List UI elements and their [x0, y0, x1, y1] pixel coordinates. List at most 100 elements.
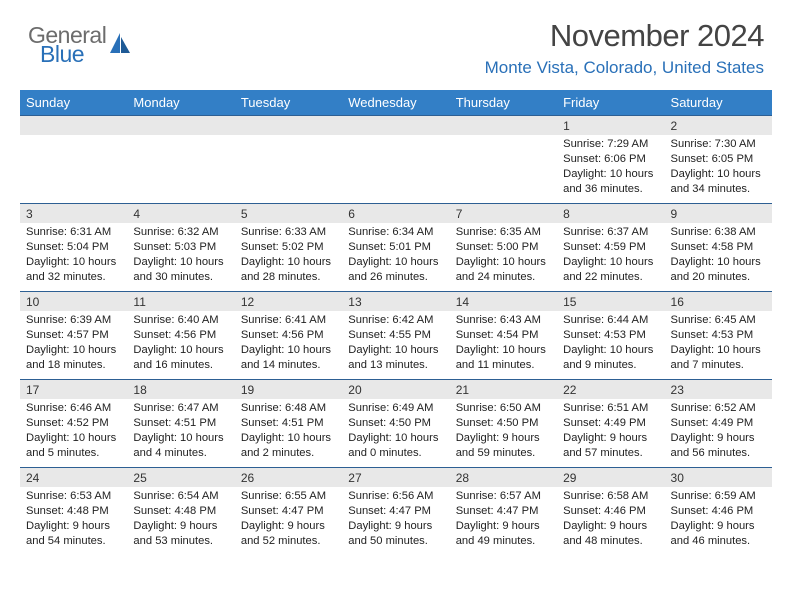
sunrise-text: Sunrise: 6:54 AM: [133, 489, 228, 504]
title-block: November 2024 Monte Vista, Colorado, Uni…: [485, 18, 764, 78]
daylight-line2: and 32 minutes.: [26, 270, 121, 285]
day-header: Friday: [557, 90, 664, 115]
sunset-text: Sunset: 4:49 PM: [563, 416, 658, 431]
sunrise-text: Sunrise: 6:32 AM: [133, 225, 228, 240]
calendar-cell: 5Sunrise: 6:33 AMSunset: 5:02 PMDaylight…: [235, 203, 342, 291]
calendar-week: 17Sunrise: 6:46 AMSunset: 4:52 PMDayligh…: [20, 379, 772, 467]
daylight-line2: and 14 minutes.: [241, 358, 336, 373]
header: General Blue November 2024 Monte Vista, …: [0, 0, 792, 80]
day-number: 2: [665, 115, 772, 135]
day-header: Tuesday: [235, 90, 342, 115]
calendar-week: 1Sunrise: 7:29 AMSunset: 6:06 PMDaylight…: [20, 115, 772, 203]
calendar-cell: 7Sunrise: 6:35 AMSunset: 5:00 PMDaylight…: [450, 203, 557, 291]
sunrise-text: Sunrise: 6:41 AM: [241, 313, 336, 328]
day-details: Sunrise: 6:58 AMSunset: 4:46 PMDaylight:…: [557, 487, 664, 553]
sail-icon: [108, 31, 132, 62]
day-number: 10: [20, 291, 127, 311]
sunrise-text: Sunrise: 6:55 AM: [241, 489, 336, 504]
sunrise-text: Sunrise: 6:38 AM: [671, 225, 766, 240]
day-details: Sunrise: 6:42 AMSunset: 4:55 PMDaylight:…: [342, 311, 449, 377]
daylight-line1: Daylight: 10 hours: [26, 255, 121, 270]
sunrise-text: Sunrise: 6:59 AM: [671, 489, 766, 504]
day-number: 11: [127, 291, 234, 311]
daylight-line1: Daylight: 10 hours: [456, 343, 551, 358]
sunrise-text: Sunrise: 6:58 AM: [563, 489, 658, 504]
day-details: Sunrise: 6:51 AMSunset: 4:49 PMDaylight:…: [557, 399, 664, 465]
sunset-text: Sunset: 5:04 PM: [26, 240, 121, 255]
day-details: Sunrise: 6:55 AMSunset: 4:47 PMDaylight:…: [235, 487, 342, 553]
day-details: Sunrise: 6:52 AMSunset: 4:49 PMDaylight:…: [665, 399, 772, 465]
sunset-text: Sunset: 4:53 PM: [671, 328, 766, 343]
daylight-line1: Daylight: 10 hours: [671, 167, 766, 182]
day-number: 30: [665, 467, 772, 487]
calendar-cell: [20, 115, 127, 203]
calendar-cell: 22Sunrise: 6:51 AMSunset: 4:49 PMDayligh…: [557, 379, 664, 467]
daylight-line1: Daylight: 9 hours: [671, 431, 766, 446]
day-number: [20, 115, 127, 135]
sunrise-text: Sunrise: 6:44 AM: [563, 313, 658, 328]
daylight-line1: Daylight: 10 hours: [133, 431, 228, 446]
day-details: Sunrise: 6:46 AMSunset: 4:52 PMDaylight:…: [20, 399, 127, 465]
day-number: 9: [665, 203, 772, 223]
day-details: Sunrise: 6:35 AMSunset: 5:00 PMDaylight:…: [450, 223, 557, 289]
daylight-line2: and 56 minutes.: [671, 446, 766, 461]
day-details: Sunrise: 6:48 AMSunset: 4:51 PMDaylight:…: [235, 399, 342, 465]
day-details: Sunrise: 6:45 AMSunset: 4:53 PMDaylight:…: [665, 311, 772, 377]
sunset-text: Sunset: 4:47 PM: [456, 504, 551, 519]
calendar-cell: 6Sunrise: 6:34 AMSunset: 5:01 PMDaylight…: [342, 203, 449, 291]
sunset-text: Sunset: 4:54 PM: [456, 328, 551, 343]
daylight-line2: and 54 minutes.: [26, 534, 121, 549]
calendar-cell: 3Sunrise: 6:31 AMSunset: 5:04 PMDaylight…: [20, 203, 127, 291]
sunrise-text: Sunrise: 6:34 AM: [348, 225, 443, 240]
calendar-cell: 24Sunrise: 6:53 AMSunset: 4:48 PMDayligh…: [20, 467, 127, 555]
day-number: 26: [235, 467, 342, 487]
daylight-line1: Daylight: 9 hours: [456, 431, 551, 446]
day-number: 27: [342, 467, 449, 487]
sunrise-text: Sunrise: 7:30 AM: [671, 137, 766, 152]
sunrise-text: Sunrise: 6:35 AM: [456, 225, 551, 240]
logo-text: General Blue: [28, 24, 106, 66]
day-number: 29: [557, 467, 664, 487]
daylight-line1: Daylight: 9 hours: [563, 431, 658, 446]
daylight-line1: Daylight: 10 hours: [563, 167, 658, 182]
location-subtitle: Monte Vista, Colorado, United States: [485, 58, 764, 78]
day-header: Wednesday: [342, 90, 449, 115]
daylight-line1: Daylight: 10 hours: [456, 255, 551, 270]
sunset-text: Sunset: 4:51 PM: [133, 416, 228, 431]
sunrise-text: Sunrise: 6:49 AM: [348, 401, 443, 416]
day-number: 14: [450, 291, 557, 311]
calendar-cell: [342, 115, 449, 203]
sunrise-text: Sunrise: 6:39 AM: [26, 313, 121, 328]
day-number: 5: [235, 203, 342, 223]
calendar-cell: 25Sunrise: 6:54 AMSunset: 4:48 PMDayligh…: [127, 467, 234, 555]
day-details: Sunrise: 6:32 AMSunset: 5:03 PMDaylight:…: [127, 223, 234, 289]
daylight-line1: Daylight: 10 hours: [26, 431, 121, 446]
calendar-cell: 2Sunrise: 7:30 AMSunset: 6:05 PMDaylight…: [665, 115, 772, 203]
calendar-week: 24Sunrise: 6:53 AMSunset: 4:48 PMDayligh…: [20, 467, 772, 555]
daylight-line2: and 18 minutes.: [26, 358, 121, 373]
day-number: 24: [20, 467, 127, 487]
month-title: November 2024: [485, 18, 764, 54]
sunset-text: Sunset: 4:51 PM: [241, 416, 336, 431]
sunset-text: Sunset: 4:46 PM: [563, 504, 658, 519]
daylight-line2: and 59 minutes.: [456, 446, 551, 461]
daylight-line2: and 52 minutes.: [241, 534, 336, 549]
day-details: Sunrise: 6:43 AMSunset: 4:54 PMDaylight:…: [450, 311, 557, 377]
calendar-cell: 17Sunrise: 6:46 AMSunset: 4:52 PMDayligh…: [20, 379, 127, 467]
sunset-text: Sunset: 4:47 PM: [241, 504, 336, 519]
sunrise-text: Sunrise: 6:47 AM: [133, 401, 228, 416]
daylight-line1: Daylight: 10 hours: [563, 255, 658, 270]
calendar-table: SundayMondayTuesdayWednesdayThursdayFrid…: [20, 90, 772, 555]
day-number: 8: [557, 203, 664, 223]
day-details: Sunrise: 6:59 AMSunset: 4:46 PMDaylight:…: [665, 487, 772, 553]
day-number: 6: [342, 203, 449, 223]
sunset-text: Sunset: 4:50 PM: [456, 416, 551, 431]
day-details: Sunrise: 6:56 AMSunset: 4:47 PMDaylight:…: [342, 487, 449, 553]
sunrise-text: Sunrise: 6:57 AM: [456, 489, 551, 504]
daylight-line1: Daylight: 10 hours: [241, 431, 336, 446]
daylight-line1: Daylight: 9 hours: [456, 519, 551, 534]
sunset-text: Sunset: 4:47 PM: [348, 504, 443, 519]
sunrise-text: Sunrise: 6:43 AM: [456, 313, 551, 328]
day-number: [235, 115, 342, 135]
sunrise-text: Sunrise: 6:53 AM: [26, 489, 121, 504]
